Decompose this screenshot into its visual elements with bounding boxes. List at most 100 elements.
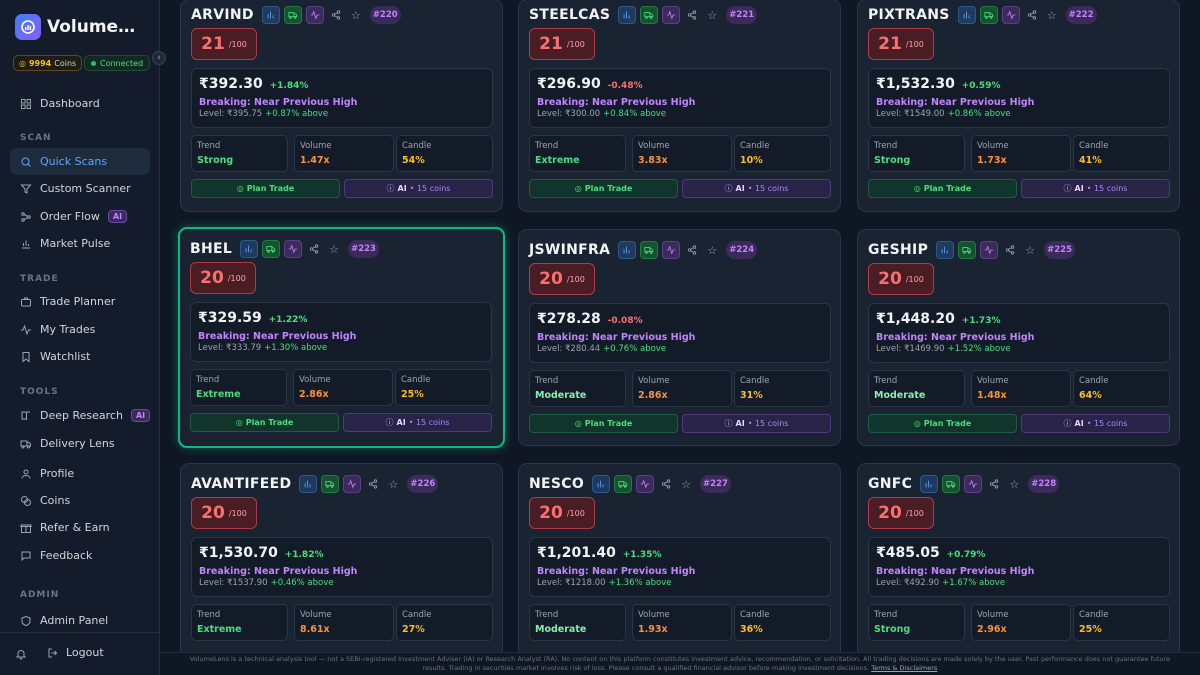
sidebar-item-deep-research[interactable]: Deep Research AI [10, 402, 151, 429]
stock-card-jswinfra[interactable]: JSWINFRA ☆ #224 20/100 ₹278.28 -0.08% Breakin… [518, 229, 841, 446]
plan-trade-button[interactable]: ◎ Plan Trade [529, 179, 678, 198]
level-line: Level: ₹1549.00 +0.86% above [876, 109, 1010, 119]
star-icon[interactable]: ☆ [707, 8, 718, 22]
sidebar-item-admin-panel[interactable]: Admin Panel [10, 607, 150, 634]
share-button[interactable] [328, 7, 344, 23]
stock-symbol[interactable]: GESHIP [868, 242, 929, 258]
order-flow-button[interactable] [343, 475, 362, 493]
stock-card-arvind[interactable]: ARVIND ☆ #220 21/100 ₹392.30 +1.84% Breaking:… [180, 0, 503, 212]
bell-icon[interactable] [15, 648, 27, 660]
share-button[interactable] [684, 7, 700, 23]
plan-trade-button[interactable]: ◎ Plan Trade [191, 179, 340, 198]
logout-button[interactable]: Logout [47, 646, 104, 659]
share-button[interactable] [658, 476, 674, 492]
star-icon[interactable]: ☆ [681, 477, 691, 491]
star-icon[interactable]: ☆ [1009, 477, 1020, 491]
stock-card-gnfc[interactable]: GNFC ☆ #228 20/100 ₹485.05 +0.79% Breaking: N… [857, 463, 1180, 663]
delivery-button[interactable] [640, 241, 659, 259]
sidebar-item-profile[interactable]: Profile [10, 460, 150, 487]
sidebar-item-coins[interactable]: Coins [10, 487, 150, 514]
order-flow-button[interactable] [662, 241, 681, 259]
sidebar-item-order-flow[interactable]: Order Flow AI [10, 203, 150, 230]
ai-analysis-button[interactable]: ⓘ AI • 15 coins [1021, 179, 1170, 198]
share-button[interactable] [1024, 7, 1040, 23]
metric-label: Volume [977, 610, 1009, 620]
stock-card-geship[interactable]: GESHIP ☆ #225 20/100 ₹1,448.20 +1.73% Breakin… [857, 229, 1180, 446]
star-icon[interactable]: ☆ [388, 477, 399, 491]
stock-symbol[interactable]: ARVIND [191, 7, 254, 23]
stock-symbol[interactable]: BHEL [190, 241, 233, 257]
sidebar-item-trade-planner[interactable]: Trade Planner [10, 288, 150, 315]
stock-card-avantifeed[interactable]: AVANTIFEED ☆ #226 20/100 ₹1,530.70 +1.82% Bre… [180, 463, 503, 663]
order-flow-button[interactable] [662, 6, 681, 24]
order-flow-button[interactable] [1001, 6, 1020, 24]
sidebar-item-market-pulse[interactable]: Market Pulse [10, 230, 150, 257]
sidebar-item-label: Order Flow [40, 210, 100, 223]
stock-card-pixtrans[interactable]: PIXTRANS ☆ #222 21/100 ₹1,532.30 +0.59% Break… [857, 0, 1180, 212]
delivery-button[interactable] [614, 475, 633, 493]
price-value: ₹485.05 [876, 545, 940, 561]
share-button[interactable] [306, 241, 322, 257]
share-button[interactable] [1002, 242, 1018, 258]
sidebar-item-delivery-lens[interactable]: Delivery Lens [10, 430, 150, 457]
sidebar-item-refer-earn[interactable]: Refer & Earn [10, 514, 150, 541]
terms-link[interactable]: Terms & Disclaimers [871, 664, 938, 672]
sidebar-item-quick-scans[interactable]: Quick Scans [10, 148, 150, 175]
order-flow-button[interactable] [636, 475, 655, 493]
stock-symbol[interactable]: PIXTRANS [868, 7, 950, 23]
delivery-button[interactable] [283, 6, 302, 24]
stock-symbol[interactable]: JSWINFRA [529, 242, 611, 258]
chart-button[interactable] [618, 241, 637, 259]
delivery-button[interactable] [958, 241, 977, 259]
plan-trade-button[interactable]: ◎ Plan Trade [529, 414, 678, 433]
ai-analysis-button[interactable]: ⓘ AI • 15 coins [344, 179, 493, 198]
plan-trade-button[interactable]: ◎ Plan Trade [868, 179, 1017, 198]
coins-balance-badge[interactable]: ◎ 9994 Coins [13, 55, 83, 71]
plan-trade-button[interactable]: ◎ Plan Trade [190, 413, 339, 432]
chart-button[interactable] [936, 241, 955, 259]
stock-symbol[interactable]: STEELCAS [529, 7, 611, 23]
order-flow-button[interactable] [305, 6, 324, 24]
delivery-button[interactable] [979, 6, 998, 24]
chart-button[interactable] [618, 6, 637, 24]
delivery-button[interactable] [640, 6, 659, 24]
chart-button[interactable] [299, 475, 318, 493]
stock-symbol[interactable]: AVANTIFEED [191, 476, 292, 492]
delivery-button[interactable] [321, 475, 340, 493]
order-flow-button[interactable] [284, 240, 303, 258]
plan-trade-button[interactable]: ◎ Plan Trade [868, 414, 1017, 433]
star-icon[interactable]: ☆ [1046, 8, 1057, 22]
ai-analysis-button[interactable]: ⓘ AI • 15 coins [682, 414, 831, 433]
star-icon[interactable]: ☆ [707, 243, 718, 257]
stock-symbol[interactable]: GNFC [868, 476, 913, 492]
star-icon[interactable]: ☆ [350, 8, 361, 22]
collapse-sidebar-button[interactable]: ‹ [152, 51, 166, 65]
chart-button[interactable] [920, 475, 939, 493]
order-flow-button[interactable] [980, 241, 999, 259]
sidebar-item-my-trades[interactable]: My Trades [10, 316, 150, 343]
sidebar-item-custom-scanner[interactable]: Custom Scanner [10, 175, 150, 202]
stock-card-bhel[interactable]: BHEL ☆ #223 20/100 ₹329.59 +1.22% Breaking: N… [178, 227, 505, 448]
chart-button[interactable] [261, 6, 280, 24]
ai-analysis-button[interactable]: ⓘ AI • 15 coins [682, 179, 831, 198]
sidebar-item-dashboard[interactable]: Dashboard [10, 90, 150, 117]
score-value: 21 [201, 34, 225, 54]
order-flow-button[interactable] [964, 475, 983, 493]
sidebar-item-watchlist[interactable]: Watchlist [10, 343, 150, 370]
ai-analysis-button[interactable]: ⓘ AI • 15 coins [343, 413, 492, 432]
stock-card-nesco[interactable]: NESCO ☆ #227 20/100 ₹1,201.40 +1.35% Breaking… [518, 463, 841, 663]
chart-button[interactable] [592, 475, 611, 493]
delivery-button[interactable] [262, 240, 281, 258]
stock-card-steelcas[interactable]: STEELCAS ☆ #221 21/100 ₹296.90 -0.48% Breakin… [518, 0, 841, 212]
share-button[interactable] [365, 476, 381, 492]
delivery-button[interactable] [942, 475, 961, 493]
sidebar-item-feedback[interactable]: Feedback [10, 542, 150, 569]
star-icon[interactable]: ☆ [329, 242, 340, 256]
share-button[interactable] [684, 242, 700, 258]
chart-button[interactable] [957, 6, 976, 24]
star-icon[interactable]: ☆ [1025, 243, 1036, 257]
stock-symbol[interactable]: NESCO [529, 476, 585, 492]
share-button[interactable] [986, 476, 1002, 492]
ai-analysis-button[interactable]: ⓘ AI • 15 coins [1021, 414, 1170, 433]
chart-button[interactable] [240, 240, 259, 258]
